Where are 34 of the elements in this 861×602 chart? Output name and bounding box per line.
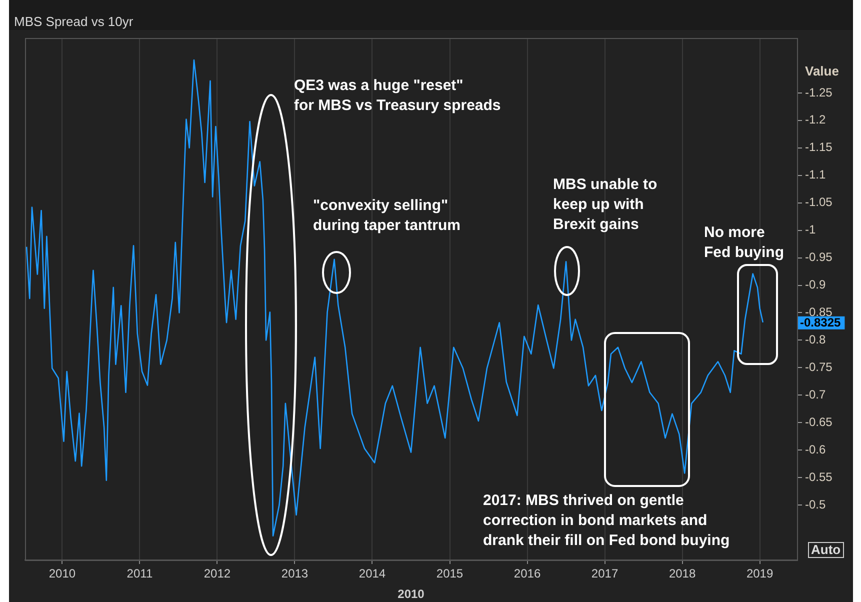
y-tick-label: -1.1 (805, 168, 826, 182)
y-tick-label: -0.7 (805, 387, 826, 402)
x-tick-label: 2010 (48, 566, 76, 581)
x-tick-label: 2011 (126, 566, 153, 581)
y-tick-label: -1.25 (805, 85, 833, 100)
annotation: "convexity selling" during taper tantrum (313, 196, 461, 236)
y-tick-label: -0.8 (805, 332, 826, 347)
y-tick-label: -0.5 (805, 497, 826, 512)
text: Auto (808, 542, 844, 558)
x-tick-label: 2015 (436, 566, 464, 581)
annotation: 2017: MBS thrived on gentle correction in bond markets and drank their fill on Fed bond buying (483, 491, 730, 551)
x-tick-label: 2016 (514, 566, 541, 581)
y-tick-label: -1.05 (805, 195, 833, 210)
x-tick-label: 2018 (668, 566, 696, 581)
annotation: MBS unable to keep up with Brexit gains (553, 175, 658, 235)
x-tick-label: 2012 (204, 566, 231, 581)
y-tick-label: -0.65 (805, 414, 833, 429)
x-axis-title: 2010 (398, 587, 425, 602)
y-tick-label: -1.2 (805, 112, 826, 127)
y-tick-label: -0.9 (805, 278, 826, 292)
y-tick-label: -0.95 (805, 250, 833, 264)
annotation: QE3 was a huge "reset" for MBS vs Treasury spreads (294, 76, 501, 116)
y-tick-label: -1.15 (805, 140, 833, 154)
chart-title: MBS Spread vs 10yr (14, 14, 134, 29)
x-tick-label: 2014 (358, 566, 386, 581)
x-tick-label: 2013 (281, 566, 308, 581)
y-axis-title: Value (805, 64, 839, 79)
y-tick-label: -1 (805, 222, 816, 237)
y-tick-label: -0.75 (805, 360, 833, 374)
x-tick-label: 2017 (591, 566, 618, 581)
y-tick-label: -0.6 (805, 442, 826, 456)
annotation: No more Fed buying (704, 223, 784, 263)
x-tick-label: 2019 (746, 566, 774, 581)
y-tick-label: -0.55 (805, 470, 833, 484)
